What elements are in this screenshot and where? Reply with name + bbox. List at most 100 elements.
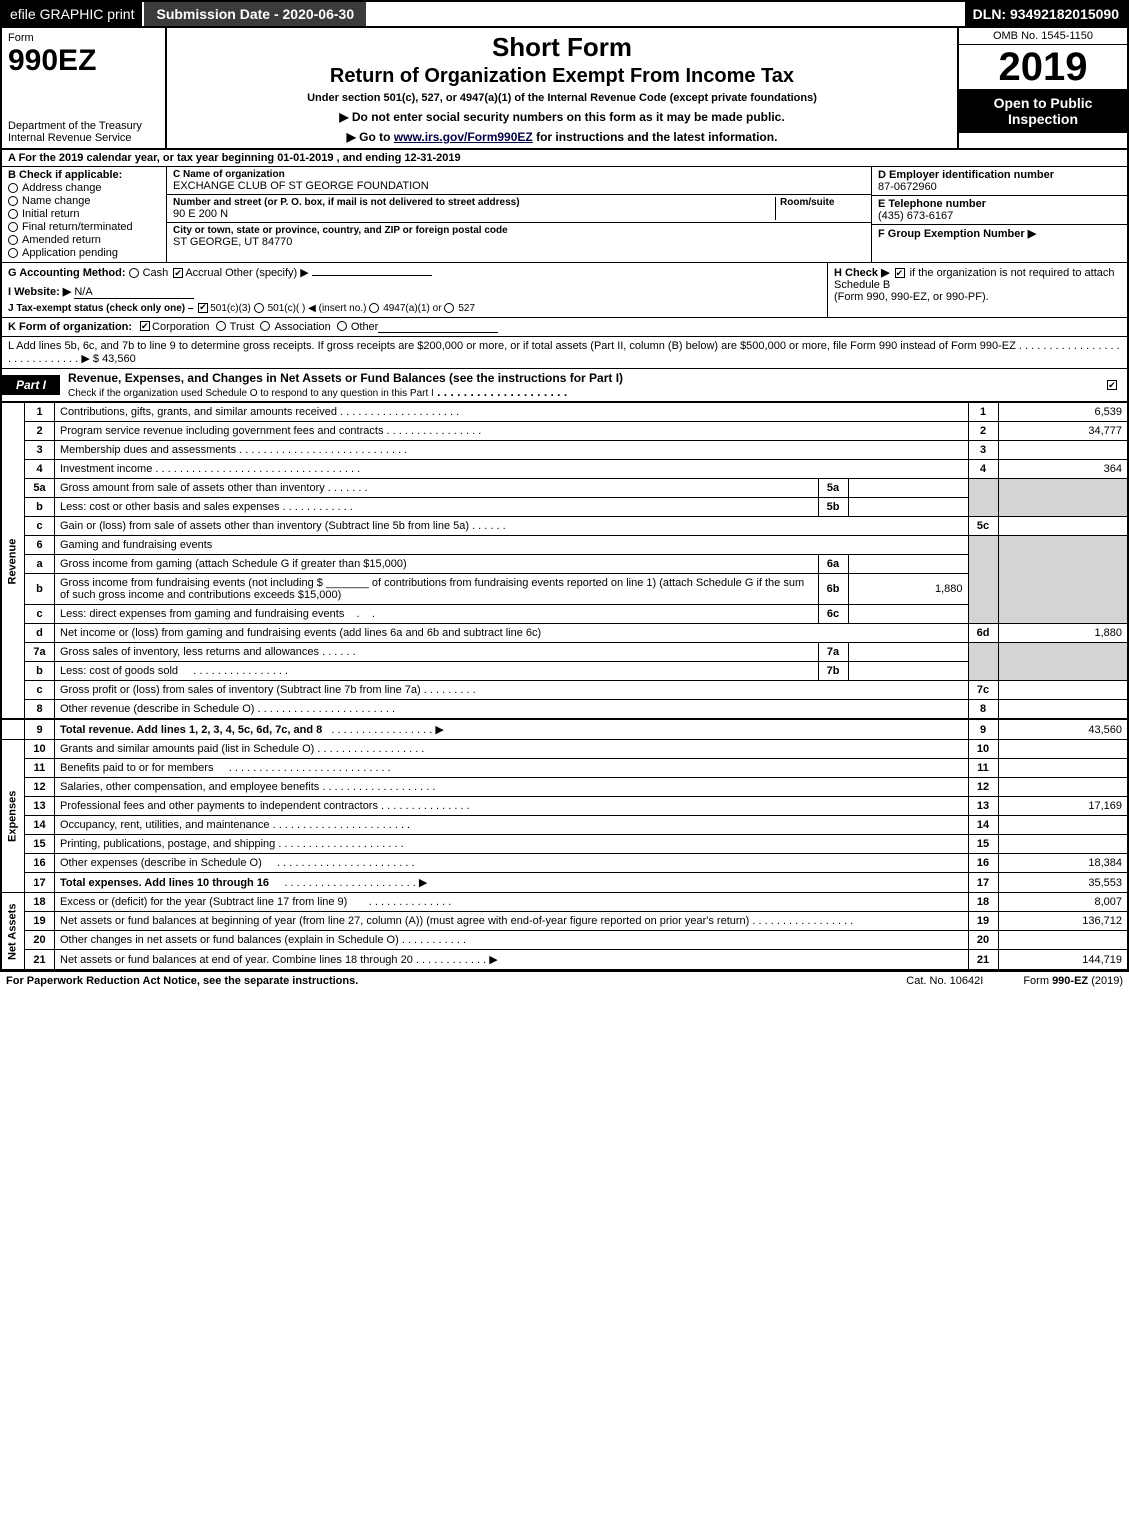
line-6d-val: 1,880 [998, 624, 1128, 643]
j-tax-exempt: J Tax-exempt status (check only one) – 5… [8, 303, 821, 314]
line-1-val: 6,539 [998, 403, 1128, 422]
chk-527[interactable] [444, 303, 454, 313]
line-3-desc: Membership dues and assessments . . . . … [55, 441, 969, 460]
row-a-tax-year: A For the 2019 calendar year, or tax yea… [0, 150, 1129, 167]
line-8-desc: Other revenue (describe in Schedule O) .… [55, 700, 969, 720]
chk-cash[interactable] [129, 268, 139, 278]
chk-application-pending[interactable]: Application pending [8, 247, 160, 259]
chk-501c[interactable] [254, 303, 264, 313]
d-ein: 87-0672960 [878, 181, 1121, 193]
line-7b-desc: Less: cost of goods sold . . . . . . . .… [55, 662, 819, 681]
line-7a-desc: Gross sales of inventory, less returns a… [55, 643, 819, 662]
line-10-desc: Grants and similar amounts paid (list in… [55, 740, 969, 759]
chk-4947[interactable] [369, 303, 379, 313]
line-8-val [998, 700, 1128, 720]
line-16-val: 18,384 [998, 854, 1128, 873]
line-6b-val: 1,880 [848, 574, 968, 605]
chk-final-return[interactable]: Final return/terminated [8, 221, 160, 233]
page-footer: For Paperwork Reduction Act Notice, see … [0, 970, 1129, 990]
line-17-val: 35,553 [998, 873, 1128, 893]
chk-part1-scho[interactable] [1107, 380, 1117, 390]
chk-other-org[interactable] [337, 321, 347, 331]
line-6a-desc: Gross income from gaming (attach Schedul… [55, 555, 819, 574]
line-10-val [998, 740, 1128, 759]
c-room-label: Room/suite [780, 197, 865, 208]
line-6a-val [848, 555, 968, 574]
c-city-label: City or town, state or province, country… [173, 225, 865, 236]
line-6b-desc: Gross income from fundraising events (no… [55, 574, 819, 605]
part1-header: Part I Revenue, Expenses, and Changes in… [0, 369, 1129, 402]
g-accounting: G Accounting Method: Cash Accrual Other … [8, 266, 821, 279]
line-14-desc: Occupancy, rent, utilities, and maintena… [55, 816, 969, 835]
chk-address-change[interactable]: Address change [8, 182, 160, 194]
chk-h[interactable] [895, 268, 905, 278]
line-7b-val [848, 662, 968, 681]
irs-link[interactable]: www.irs.gov/Form990EZ [394, 130, 533, 144]
line-4-val: 364 [998, 460, 1128, 479]
line-21-desc: Net assets or fund balances at end of ye… [55, 950, 969, 970]
org-city: ST GEORGE, UT 84770 [173, 236, 865, 248]
line-9-val: 43,560 [998, 719, 1128, 740]
l-gross-receipts: 43,560 [102, 353, 136, 365]
line-2-val: 34,777 [998, 422, 1128, 441]
line-12-desc: Salaries, other compensation, and employ… [55, 778, 969, 797]
top-bar: efile GRAPHIC print Submission Date - 20… [0, 0, 1129, 28]
submission-date: Submission Date - 2020-06-30 [142, 2, 366, 26]
line-5c-val [998, 517, 1128, 536]
line-5b-val [848, 498, 968, 517]
line-21-val: 144,719 [998, 950, 1128, 970]
part1-tab: Part I [2, 375, 60, 395]
chk-501c3[interactable] [198, 303, 208, 313]
line-9-desc: Total revenue. Add lines 1, 2, 3, 4, 5c,… [55, 719, 969, 740]
line-14-val [998, 816, 1128, 835]
line-7c-val [998, 681, 1128, 700]
return-title: Return of Organization Exempt From Incom… [177, 65, 947, 88]
line-3-val [998, 441, 1128, 460]
footer-catno: Cat. No. 10642I [906, 975, 983, 987]
header-left: Form 990EZ Department of the Treasury In… [2, 28, 167, 148]
line-16-desc: Other expenses (describe in Schedule O) … [55, 854, 969, 873]
line-5a-desc: Gross amount from sale of assets other t… [55, 479, 819, 498]
line-11-val [998, 759, 1128, 778]
org-name: EXCHANGE CLUB OF ST GEORGE FOUNDATION [173, 180, 865, 192]
form-header: Form 990EZ Department of the Treasury In… [0, 28, 1129, 150]
efile-print-label[interactable]: efile GRAPHIC print [2, 2, 142, 26]
chk-amended-return[interactable]: Amended return [8, 234, 160, 246]
open-public: Open to Public Inspection [959, 89, 1127, 133]
line-15-desc: Printing, publications, postage, and shi… [55, 835, 969, 854]
row-gh: G Accounting Method: Cash Accrual Other … [0, 263, 1129, 318]
row-k: K Form of organization: Corporation Trus… [0, 318, 1129, 337]
header-center: Short Form Return of Organization Exempt… [167, 28, 957, 148]
org-street: 90 E 200 N [173, 208, 775, 220]
col-b-checkboxes: B Check if applicable: Address change Na… [2, 167, 167, 262]
row-l: L Add lines 5b, 6c, and 7b to line 9 to … [0, 337, 1129, 369]
revenue-label: Revenue [1, 403, 25, 720]
chk-name-change[interactable]: Name change [8, 195, 160, 207]
i-website: I Website: ▶ N/A [8, 285, 821, 299]
dln-label: DLN: 93492182015090 [965, 2, 1127, 26]
part1-title: Revenue, Expenses, and Changes in Net As… [60, 369, 1097, 401]
col-def: D Employer identification number 87-0672… [872, 167, 1127, 262]
subtitle: Under section 501(c), 527, or 4947(a)(1)… [177, 92, 947, 104]
line-2-desc: Program service revenue including govern… [55, 422, 969, 441]
netassets-label: Net Assets [1, 893, 25, 970]
line-18-val: 8,007 [998, 893, 1128, 912]
line-15-val [998, 835, 1128, 854]
b-header: B Check if applicable: [8, 169, 160, 181]
line-11-desc: Benefits paid to or for members . . . . … [55, 759, 969, 778]
line-18-desc: Excess or (deficit) for the year (Subtra… [55, 893, 969, 912]
line-4-desc: Investment income . . . . . . . . . . . … [55, 460, 969, 479]
e-phone-label: E Telephone number [878, 198, 1121, 210]
chk-initial-return[interactable]: Initial return [8, 208, 160, 220]
tax-year: 2019 [959, 45, 1127, 89]
chk-assoc[interactable] [260, 321, 270, 331]
chk-accrual[interactable] [173, 268, 183, 278]
part1-table: Revenue 1 Contributions, gifts, grants, … [0, 402, 1129, 970]
chk-corp[interactable] [140, 321, 150, 331]
irs-label: Internal Revenue Service [8, 132, 159, 144]
line-1-num: 1 [25, 403, 55, 422]
footer-paperwork: For Paperwork Reduction Act Notice, see … [6, 975, 358, 987]
line-5b-desc: Less: cost or other basis and sales expe… [55, 498, 819, 517]
chk-trust[interactable] [216, 321, 226, 331]
line-6c-val [848, 605, 968, 624]
